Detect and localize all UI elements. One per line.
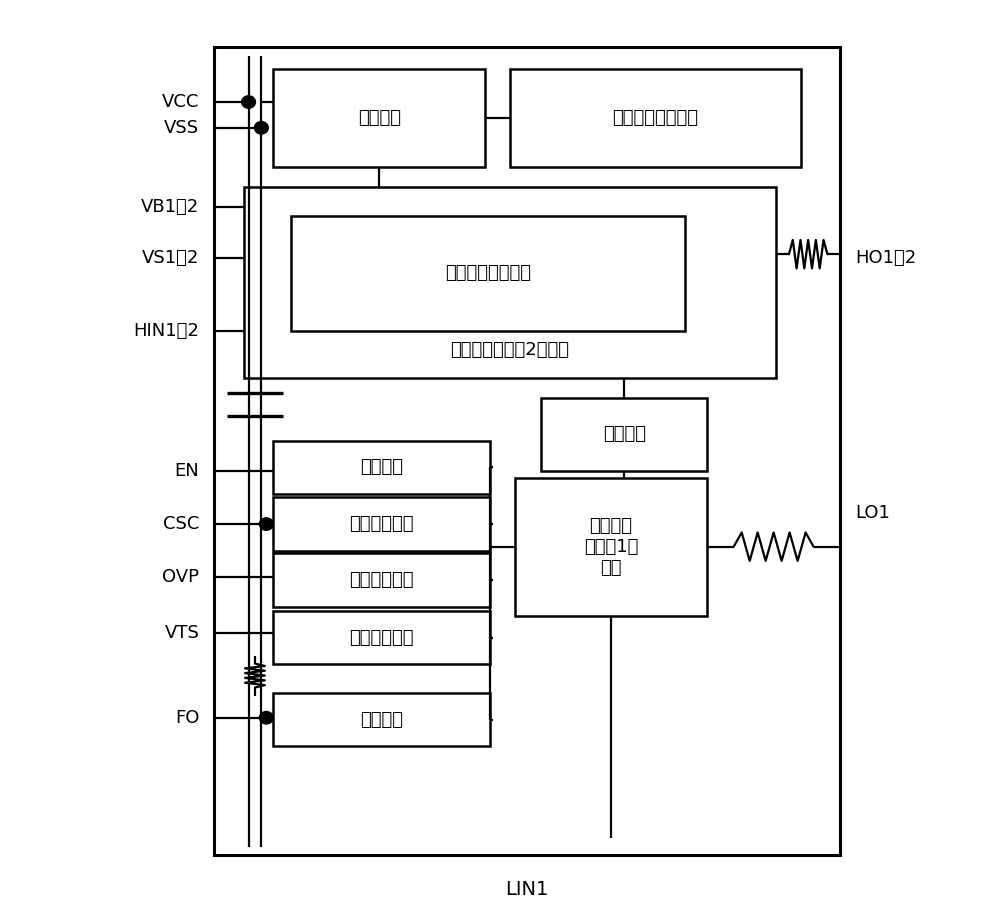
Bar (273, 69, 485, 167)
Text: 过流保护电路: 过流保护电路 (349, 515, 414, 533)
Bar (214, 47, 840, 855)
Text: OVP: OVP (162, 569, 199, 586)
Bar (273, 693, 490, 746)
Text: VS1、2: VS1、2 (142, 249, 199, 267)
Text: 使能电路: 使能电路 (360, 458, 403, 476)
Bar (273, 553, 490, 607)
Text: 高侧欠压保护电路: 高侧欠压保护电路 (445, 265, 531, 282)
Text: HIN1、2: HIN1、2 (133, 322, 199, 340)
Bar (273, 441, 490, 493)
Bar (515, 478, 707, 616)
Circle shape (242, 96, 255, 108)
Text: HO1、2: HO1、2 (855, 249, 916, 267)
Text: 过压保护电路: 过压保护电路 (349, 571, 414, 589)
Bar (541, 398, 707, 471)
Bar (273, 497, 490, 551)
Bar (244, 188, 776, 378)
Text: VCC: VCC (162, 93, 199, 111)
Text: 报错电路: 报错电路 (360, 710, 403, 728)
Bar (273, 611, 490, 665)
Circle shape (259, 518, 273, 531)
Text: VSS: VSS (164, 119, 199, 137)
Circle shape (259, 711, 273, 724)
Bar (291, 216, 685, 331)
Text: EN: EN (174, 462, 199, 480)
Text: 高侧驱动电路（2通道）: 高侧驱动电路（2通道） (450, 341, 569, 359)
Text: 电源欠压保护电路: 电源欠压保护电路 (612, 109, 698, 127)
Text: LIN1: LIN1 (505, 880, 549, 899)
Text: CSC: CSC (163, 515, 199, 533)
Text: FO: FO (175, 708, 199, 727)
Text: VTS: VTS (164, 624, 199, 642)
Text: 电源电路: 电源电路 (358, 109, 401, 127)
Bar (510, 69, 801, 167)
Text: VB1、2: VB1、2 (141, 198, 199, 216)
Text: LO1: LO1 (855, 504, 890, 522)
Text: 过温保护电路: 过温保护电路 (349, 629, 414, 647)
Text: 互锁电路: 互锁电路 (603, 425, 646, 444)
Circle shape (254, 122, 268, 134)
Text: 低侧驱动
电路（1通
道）: 低侧驱动 电路（1通 道） (584, 517, 638, 577)
